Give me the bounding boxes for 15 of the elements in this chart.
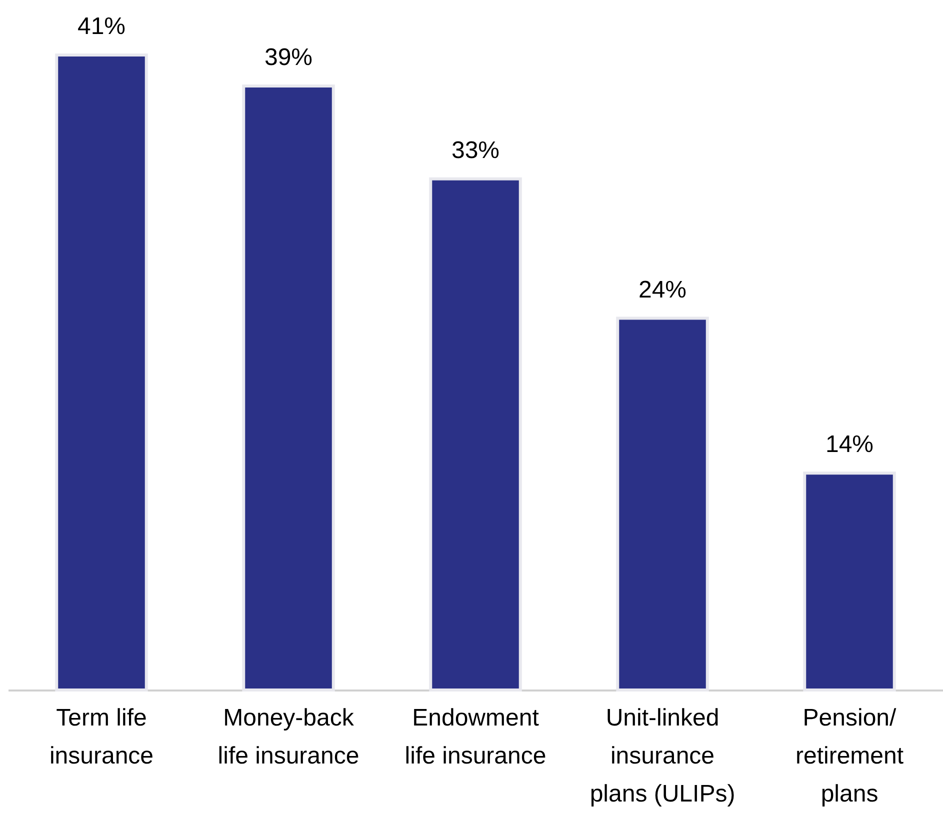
bar xyxy=(429,177,522,692)
data-label: 39% xyxy=(264,44,313,71)
bar xyxy=(803,472,896,692)
bar xyxy=(242,84,335,692)
x-tick-label: Unit-linked insurance plans (ULIPs) xyxy=(590,704,736,808)
data-label: 41% xyxy=(77,13,126,40)
bar xyxy=(55,54,148,692)
x-tick-label: Money-back life insurance xyxy=(218,704,360,770)
x-tick-label: Term life insurance xyxy=(49,704,154,770)
data-label: 24% xyxy=(638,276,687,304)
x-tick-label: Endowment life insurance xyxy=(404,704,546,770)
data-label: 33% xyxy=(451,136,500,164)
bar xyxy=(616,316,709,692)
data-label: 14% xyxy=(825,431,874,458)
x-tick-label: Pension/ retirement plans xyxy=(795,704,904,808)
